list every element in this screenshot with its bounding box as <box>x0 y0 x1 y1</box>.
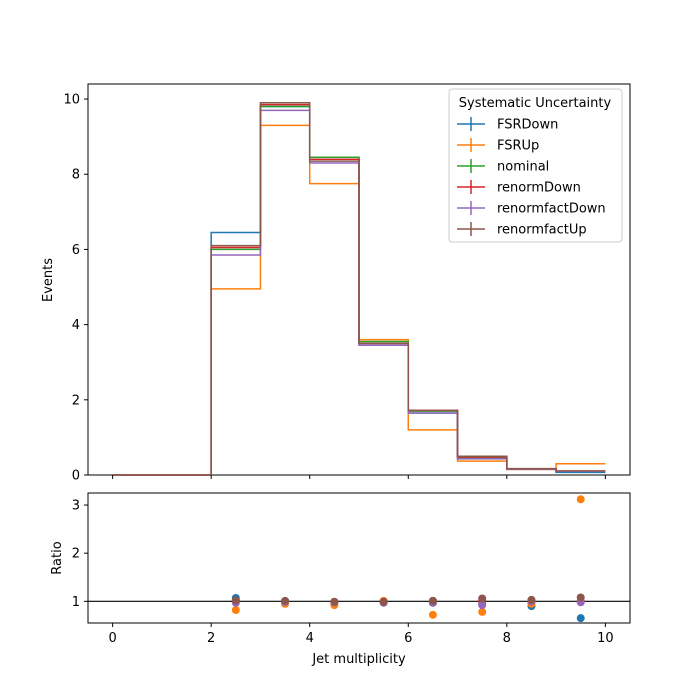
main-y-tick-label: 10 <box>63 93 80 108</box>
main-y-tick-label: 6 <box>72 243 80 258</box>
ratio-y-tick-label: 2 <box>72 547 80 562</box>
legend-entries: FSRDown FSRUp nominal renormDown renormfactD… <box>457 117 606 238</box>
ratio-y-tick-label: 1 <box>72 595 80 610</box>
main-y-tick-label: 4 <box>72 318 80 333</box>
ratio-point-renormfactUp <box>330 597 339 606</box>
ratio-point-FSRUp <box>231 606 240 614</box>
ratio-point-renormfactUp <box>478 594 487 603</box>
ratio-point-renormfactUp <box>576 593 585 602</box>
legend: Systematic Uncertainty FSRDown FSRUp nomin… <box>448 88 623 243</box>
ratio-point-renormfactUp <box>281 596 290 605</box>
ratio-point-FSRUp <box>576 495 585 504</box>
legend-entry-FSRDown: FSRDown <box>457 117 558 133</box>
main-y-axis-ticks: 0 2 4 6 8 10 <box>63 93 88 484</box>
ratio-panel: 1 2 3 0 2 4 6 8 10 Ratio Jet multiplicity <box>50 492 631 667</box>
x-tick-label: 0 <box>108 631 116 646</box>
main-x-axis-ticks <box>112 475 606 479</box>
legend-label: renormfactDown <box>497 202 606 217</box>
main-y-tick-label: 8 <box>72 168 80 183</box>
legend-box <box>448 88 623 243</box>
ratio-y-tick-label: 3 <box>72 499 80 514</box>
histogram-line-renormfactUp <box>112 102 606 476</box>
ratio-point-FSRDown <box>576 614 585 623</box>
ratio-x-axis-ticks: 0 2 4 6 8 10 <box>108 623 614 646</box>
legend-label: nominal <box>497 160 549 175</box>
ratio-points-group <box>231 495 585 623</box>
ratio-point-renormfactUp <box>231 596 240 605</box>
x-axis-label: Jet multiplicity <box>311 652 406 667</box>
histogram-series-group <box>112 102 606 476</box>
ratio-y-axis-label: Ratio <box>50 541 65 574</box>
legend-entry-renormfactUp: renormfactUp <box>457 222 587 238</box>
legend-entry-nominal: nominal <box>457 159 549 175</box>
ratio-point-renormfactUp <box>379 597 388 606</box>
legend-title: Systematic Uncertainty <box>459 96 612 111</box>
x-tick-label: 2 <box>207 631 215 646</box>
main-y-axis-label: Events <box>41 258 56 302</box>
ratio-y-axis-ticks: 1 2 3 <box>72 499 88 610</box>
ratio-point-FSRUp <box>428 610 437 619</box>
legend-label: FSRUp <box>497 139 539 154</box>
legend-entry-renormDown: renormDown <box>457 180 581 196</box>
main-plot-frame <box>87 83 631 476</box>
main-y-tick-label: 2 <box>72 393 80 408</box>
legend-label: FSRDown <box>497 118 558 133</box>
x-tick-label: 6 <box>404 631 412 646</box>
ratio-point-renormfactUp <box>527 595 536 604</box>
main-y-tick-label: 0 <box>72 469 80 484</box>
legend-entry-renormfactDown: renormfactDown <box>457 201 606 217</box>
legend-label: renormDown <box>497 181 581 196</box>
main-histogram-panel: 0 2 4 6 8 10 Events Systematic Uncertainty FS… <box>41 83 631 484</box>
ratio-point-FSRUp <box>478 607 487 616</box>
ratio-plot-frame <box>87 492 631 624</box>
ratio-point-renormfactDown <box>478 601 487 610</box>
x-tick-label: 8 <box>503 631 511 646</box>
legend-label: renormfactUp <box>497 223 587 238</box>
ratio-point-renormfactUp <box>428 596 437 605</box>
x-tick-label: 4 <box>306 631 314 646</box>
legend-entry-FSRUp: FSRUp <box>457 138 539 154</box>
x-tick-label: 10 <box>597 631 614 646</box>
